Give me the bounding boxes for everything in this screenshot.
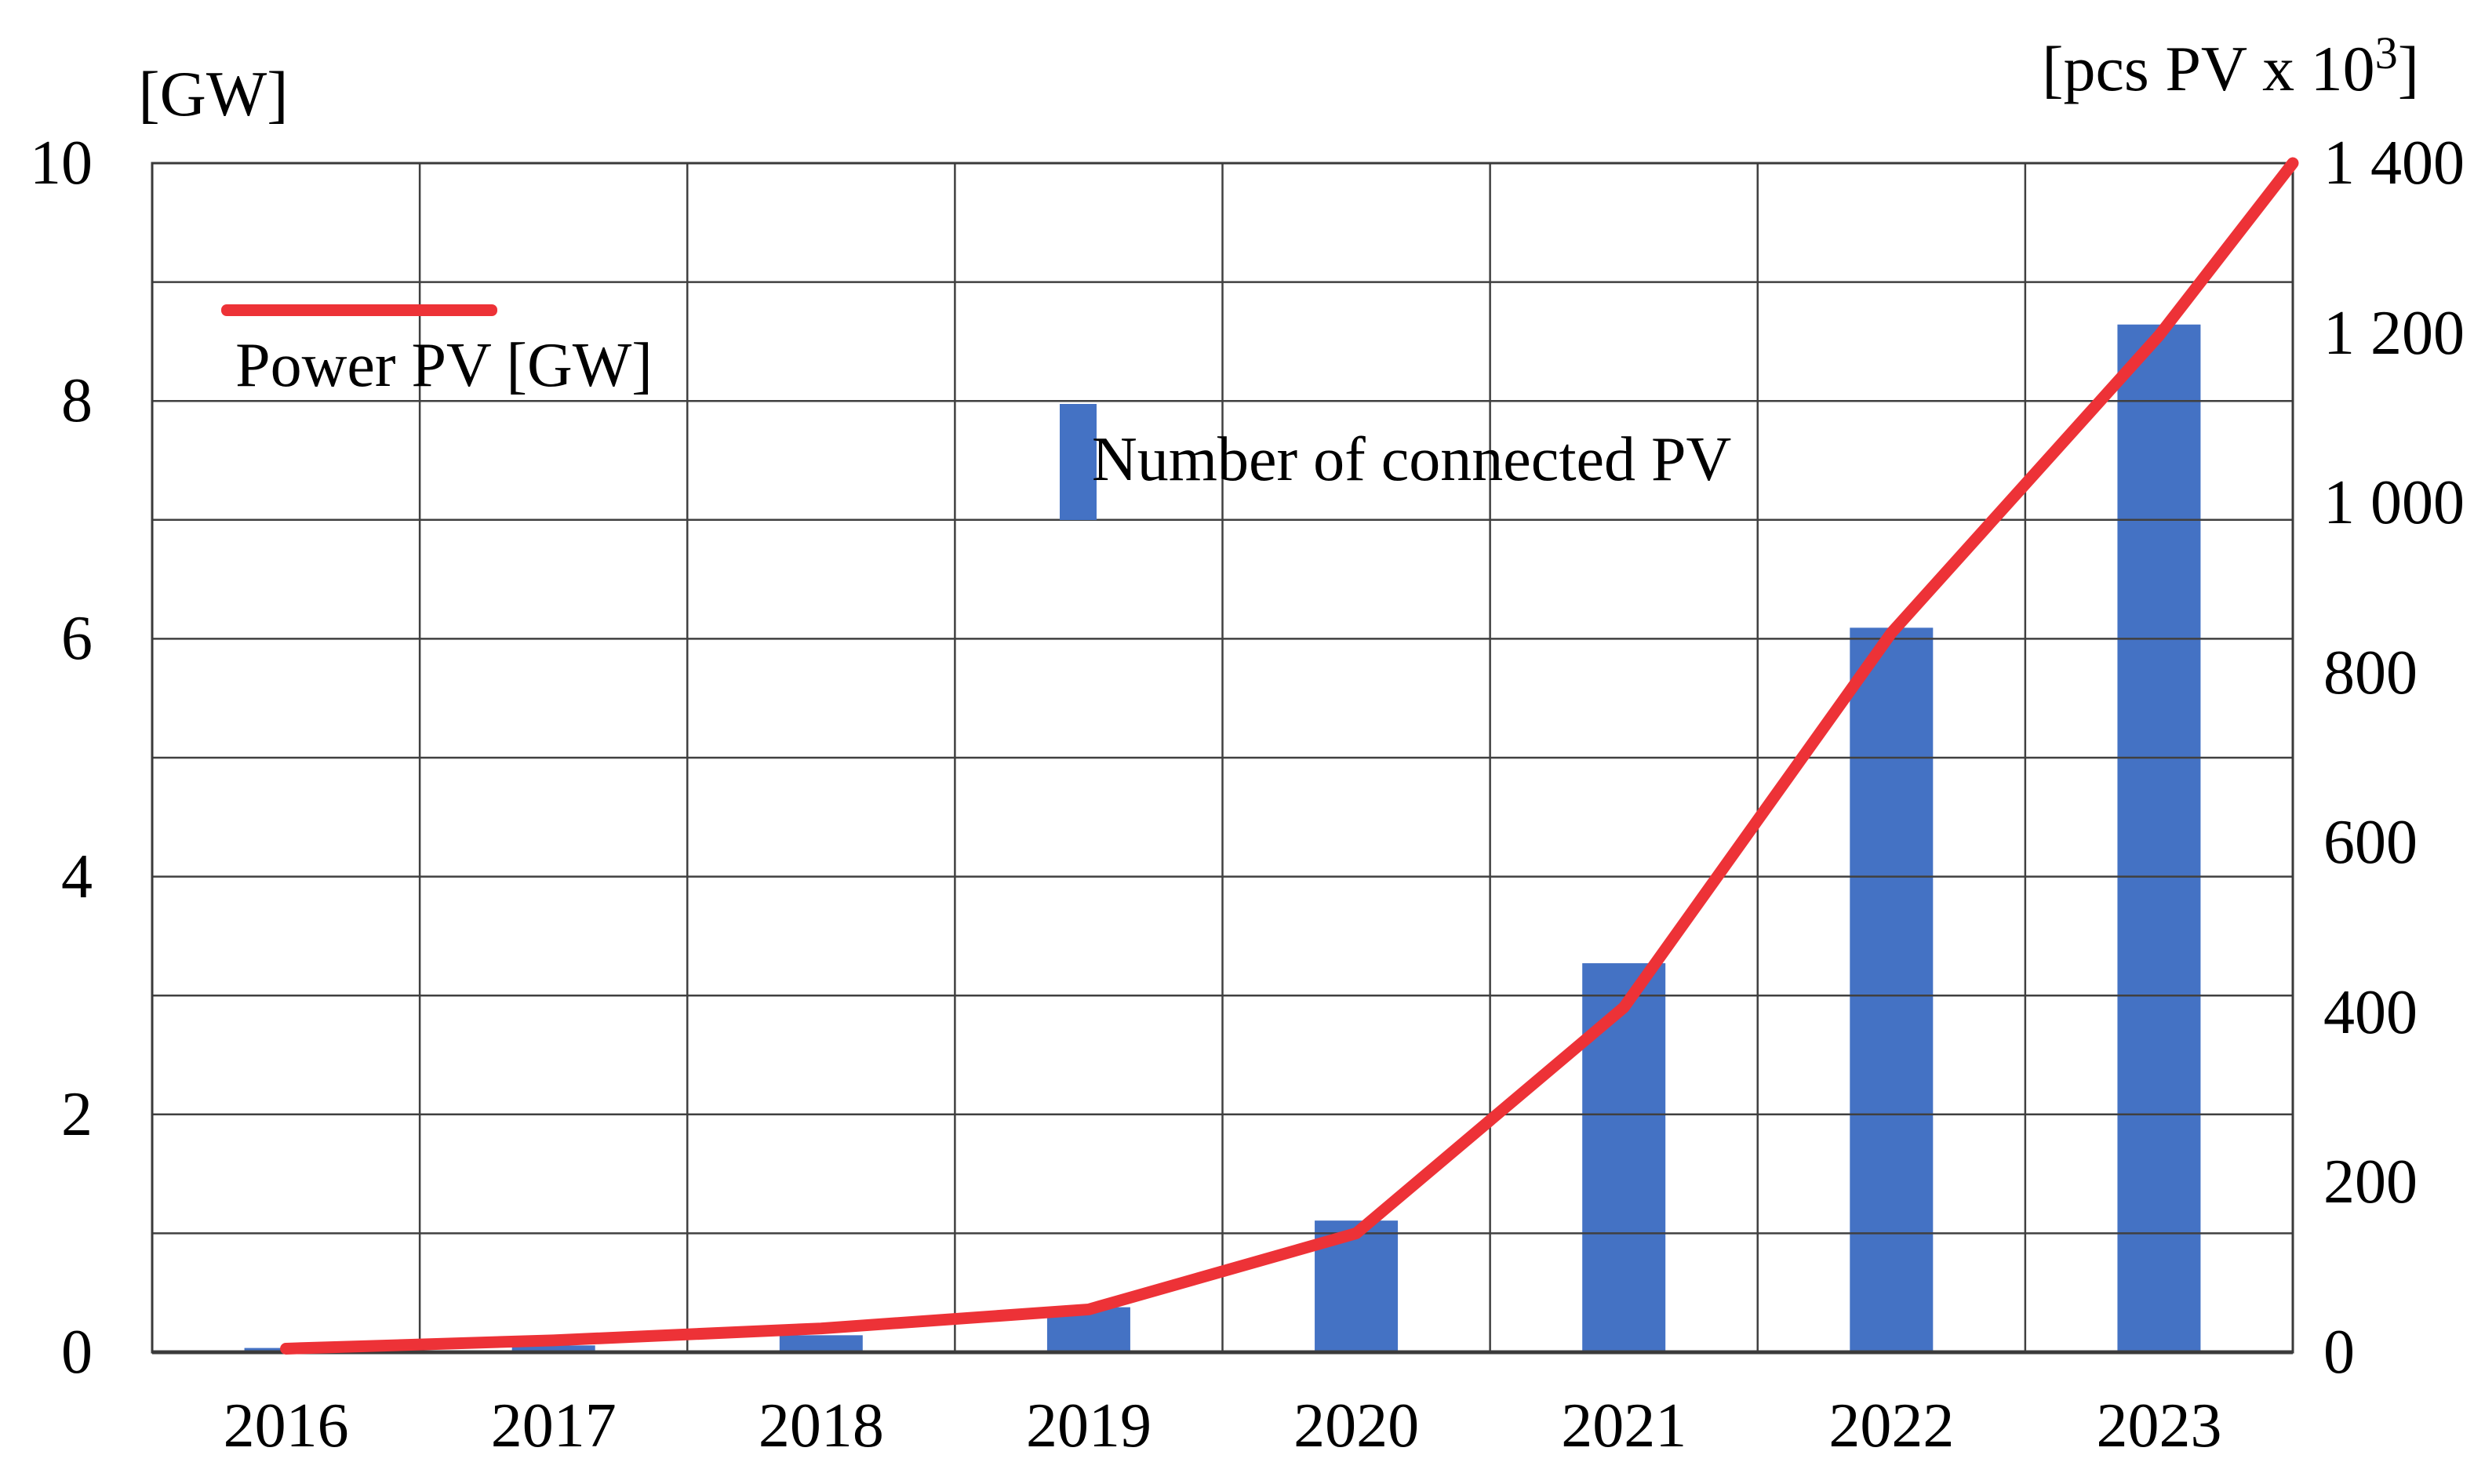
right-axis-tick-0: 0 bbox=[2323, 1318, 2355, 1387]
bar-2021 bbox=[1582, 963, 1666, 1352]
right-axis-tick-1200: 1 200 bbox=[2323, 298, 2465, 368]
x-axis-label-2016: 2016 bbox=[223, 1391, 349, 1460]
right-axis-tick-400: 400 bbox=[2323, 977, 2418, 1047]
right-axis-title-superscript: 3 bbox=[2374, 27, 2398, 78]
left-axis-tick-4: 4 bbox=[61, 842, 93, 911]
legend-bar-swatch bbox=[1060, 404, 1097, 520]
left-axis-tick-6: 6 bbox=[61, 604, 93, 674]
left-axis-title: [GW] bbox=[138, 58, 289, 129]
x-axis-label-2018: 2018 bbox=[758, 1391, 884, 1460]
left-axis-tick-10: 10 bbox=[30, 129, 93, 198]
right-axis-tick-200: 200 bbox=[2323, 1148, 2418, 1217]
left-axis-tick-2: 2 bbox=[61, 1079, 93, 1149]
right-axis-tick-800: 800 bbox=[2323, 638, 2418, 707]
plot-border bbox=[151, 162, 2294, 1354]
bar-series-group bbox=[244, 324, 2201, 1352]
legend-line-label: Power PV [GW] bbox=[235, 331, 653, 400]
x-axis-label-2017: 2017 bbox=[490, 1391, 617, 1460]
x-axis-label-2023: 2023 bbox=[2096, 1391, 2222, 1460]
right-axis-title: [pcs PV x 103] bbox=[2042, 31, 2419, 107]
right-axis-tick-1000: 1 000 bbox=[2323, 468, 2465, 538]
bar-2018 bbox=[779, 1335, 863, 1352]
legend-bar-label: Number of connected PV bbox=[1092, 425, 1732, 494]
right-axis-tick-600: 600 bbox=[2323, 808, 2418, 878]
bar-2023 bbox=[2117, 324, 2201, 1352]
x-axis-label-2021: 2021 bbox=[1561, 1391, 1687, 1460]
x-axis-label-2022: 2022 bbox=[1828, 1391, 1955, 1460]
x-axis-label-2019: 2019 bbox=[1025, 1391, 1152, 1460]
bar-2022 bbox=[1850, 627, 1934, 1352]
x-axis-label-2020: 2020 bbox=[1293, 1391, 1420, 1460]
right-axis-tick-1400: 1 400 bbox=[2323, 129, 2465, 198]
left-axis-tick-0: 0 bbox=[61, 1318, 93, 1387]
right-axis-title-end: ] bbox=[2397, 33, 2419, 104]
right-axis-title-main: [pcs PV x 10 bbox=[2042, 33, 2375, 104]
legend-line-swatch bbox=[221, 304, 497, 316]
bar-2017 bbox=[511, 1345, 595, 1352]
left-axis-tick-8: 8 bbox=[61, 366, 93, 436]
power-pv-line-series bbox=[280, 157, 2299, 1355]
